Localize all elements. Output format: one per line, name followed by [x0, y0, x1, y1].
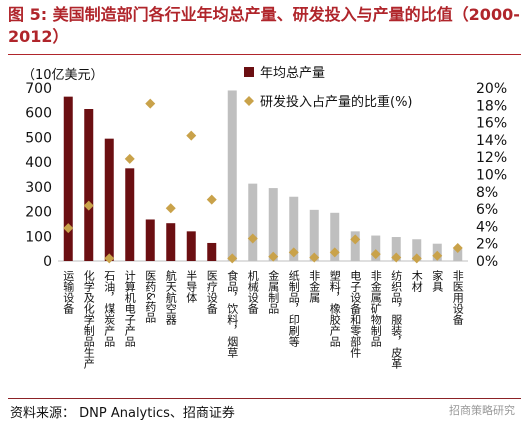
bar — [453, 249, 463, 261]
y-right-tick-label: 6% — [476, 202, 498, 218]
x-tick-label: 化学及化学制品生产 — [82, 269, 95, 370]
x-tick-label: 非金属 — [308, 270, 321, 304]
y-right-tick-label: 20% — [476, 81, 507, 97]
marker-point — [104, 253, 115, 264]
y-right-tick-label: 4% — [476, 219, 498, 235]
x-tick-label: 医药&药品 — [144, 270, 157, 323]
bar — [227, 90, 237, 261]
y-left-tick-label: 200 — [25, 205, 52, 221]
marker-point — [247, 233, 258, 244]
bar — [104, 138, 114, 261]
x-tick-label: 石油，煤炭产品 — [103, 270, 116, 347]
bar — [371, 235, 381, 261]
x-tick-label: 半导体 — [185, 269, 198, 303]
x-tick-label: 非金属矿物制品 — [369, 270, 382, 347]
bar — [268, 188, 278, 261]
y-right-tick-label: 8% — [476, 185, 498, 201]
x-tick-label: 家具 — [431, 269, 444, 292]
marker-point — [124, 153, 135, 164]
marker-point — [370, 249, 381, 260]
x-tick-label: 金属制品 — [267, 269, 280, 314]
marker-point — [165, 203, 176, 214]
bar — [391, 237, 401, 261]
x-tick-label: 机械设备 — [246, 269, 259, 315]
legend-swatch-marker — [244, 96, 254, 106]
marker-point — [452, 243, 463, 254]
legend-swatch-bar — [244, 67, 254, 77]
legend-label-bar: 年均总产量 — [260, 66, 325, 81]
marker-point — [186, 130, 197, 141]
bar — [207, 242, 217, 261]
y-left-tick-label: 700 — [25, 81, 52, 97]
x-tick-label: 非医用设备 — [451, 270, 464, 326]
marker-point — [350, 234, 361, 245]
bar — [84, 109, 94, 261]
bar — [289, 196, 299, 261]
marker-series — [63, 98, 463, 264]
bar — [412, 239, 422, 261]
marker-point — [309, 252, 320, 263]
marker-point — [329, 247, 340, 258]
bar — [63, 96, 73, 262]
y-right-tick-label: 10% — [476, 168, 507, 184]
marker-point — [227, 253, 238, 264]
x-tick-label: 计算机电子产品 — [123, 270, 136, 347]
bar — [166, 223, 176, 261]
marker-point — [268, 251, 279, 262]
y-left-tick-label: 400 — [25, 155, 52, 171]
y-right-tick-label: 18% — [476, 98, 507, 114]
marker-point — [63, 223, 74, 234]
y-right-tick-label: 14% — [476, 133, 507, 149]
bar — [248, 183, 258, 261]
y-left-tick-label: 500 — [25, 130, 52, 146]
x-tick-label: 食品，饮料，烟草 — [226, 269, 239, 358]
marker-point — [206, 194, 217, 205]
marker-point — [83, 200, 94, 211]
figure-title: 图 5: 美国制造部门各行业年均总产量、研发投入与产量的比值（2000-2012… — [8, 5, 520, 46]
marker-point — [145, 98, 156, 109]
marker-point — [411, 253, 422, 264]
marker-point — [288, 247, 299, 258]
y-left-tick-label: 300 — [25, 180, 52, 196]
bar — [309, 209, 319, 261]
right-axis: 0%2% 4%6%8%10% 12%14%16% 18%20% — [476, 81, 507, 270]
x-tick-label: 电子设备和零部件 — [349, 270, 362, 359]
bar-series — [63, 90, 463, 262]
source-rule — [8, 398, 521, 399]
x-tick-labels: 运输设备 化学及化学制品生产 石油，煤炭产品 计算机电子产品 医药&药品 航天航空器 半导体… — [62, 269, 465, 370]
y-left-tick-label: 600 — [25, 106, 52, 122]
legend-label-marker: 研发投入占产量的比重(%) — [260, 94, 413, 110]
marker-point — [391, 252, 402, 263]
y-right-tick-label: 16% — [476, 116, 507, 132]
source-note: 资料来源： DNP Analytics、招商证券 — [10, 406, 235, 421]
y-right-tick-label: 12% — [476, 150, 507, 166]
x-tick-label: 纺织品，服装，皮革 — [390, 269, 403, 369]
y-left-tick-label: 0 — [43, 254, 52, 270]
x-tick-label: 运输设备 — [62, 270, 75, 315]
y-right-tick-label: 2% — [476, 237, 498, 253]
x-tick-label: 航天航空器 — [164, 269, 177, 326]
x-tick-label: 医疗设备 — [205, 270, 218, 315]
y-left-tick-label: 100 — [25, 229, 52, 245]
bar — [145, 219, 155, 261]
bar — [125, 168, 135, 261]
marker-point — [432, 250, 443, 261]
watermark: 招商策略研究 — [449, 404, 515, 417]
bar — [350, 231, 360, 261]
bar — [186, 231, 196, 261]
x-tick-label: 纸制品，印刷等 — [287, 270, 300, 347]
y-axis-unit-label: （10亿美元） — [22, 68, 104, 83]
bar — [330, 212, 340, 261]
title-rule — [8, 54, 521, 55]
y-right-tick-label: 0% — [476, 254, 498, 270]
x-tick-label: 木材 — [410, 270, 423, 292]
x-tick-label: 塑料，橡胶产品 — [328, 269, 341, 347]
